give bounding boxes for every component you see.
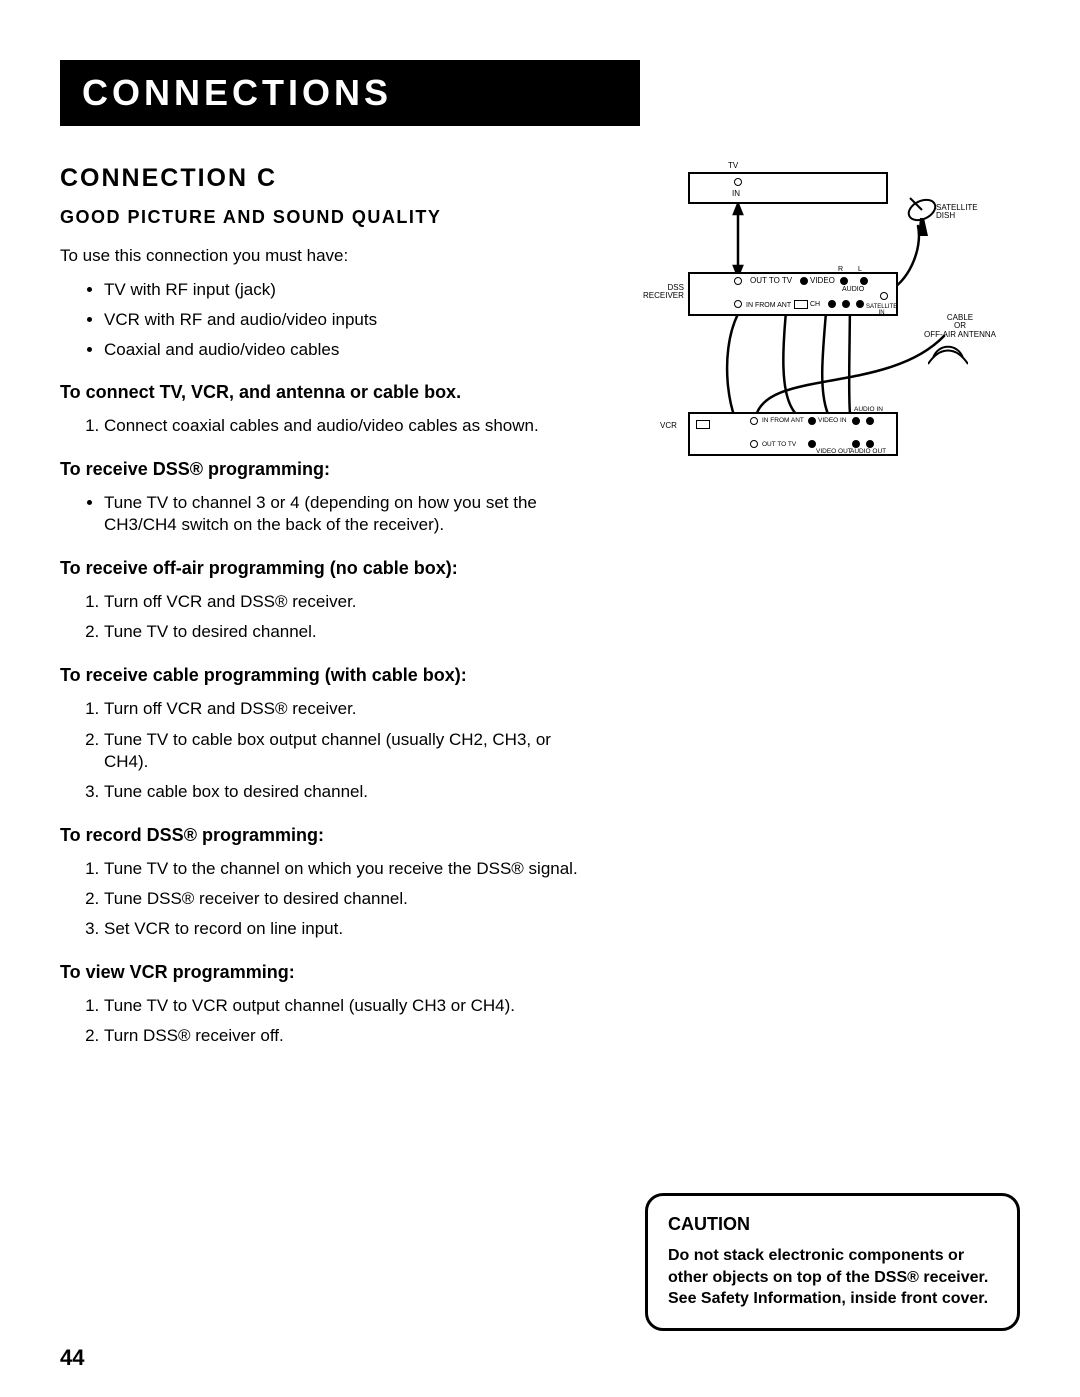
dss-port-r — [840, 277, 848, 285]
vcr-audio-out-label: AUDIO OUT — [850, 449, 886, 456]
list-item: Tune TV to desired channel. — [104, 621, 600, 643]
vcr-port-audio-in-r — [852, 417, 860, 425]
vcr-port-audio-out-l — [866, 440, 874, 448]
dss-port-in — [734, 300, 742, 308]
dss-satin-label: SATELLITE IN — [866, 304, 897, 317]
vcr-port-in-from-ant — [750, 417, 758, 425]
list-item: Tune cable box to desired channel. — [104, 781, 600, 803]
dss-video-label: VIDEO — [810, 277, 835, 285]
vcr-box: IN FROM ANT VIDEO IN AUDIO IN OUT TO TV … — [688, 412, 898, 456]
vcr-video-in-label: VIDEO IN — [818, 418, 847, 425]
tv-port-in — [734, 178, 742, 186]
vcr-ch-switch — [696, 420, 710, 429]
dss-port-aud3 — [856, 300, 864, 308]
dss-audio-label: AUDIO — [842, 286, 864, 293]
list-item: Tune TV to cable box output channel (usu… — [104, 729, 600, 773]
step-heading: To connect TV, VCR, and antenna or cable… — [60, 382, 600, 403]
steps-list: Turn off VCR and DSS® receiver. Tune TV … — [104, 698, 600, 802]
steps-list: Tune TV to the channel on which you rece… — [104, 858, 600, 940]
section-title: CONNECTION C — [60, 164, 600, 193]
text-column: CONNECTION C GOOD PICTURE AND SOUND QUAL… — [60, 164, 600, 1055]
step-heading: To view VCR programming: — [60, 962, 600, 983]
list-item: Coaxial and audio/video cables — [104, 340, 600, 360]
dss-out-label: OUT TO TV — [750, 277, 792, 285]
dss-port-video — [800, 277, 808, 285]
vcr-in-label: IN FROM ANT — [762, 418, 804, 425]
dss-ch-switch — [794, 300, 808, 309]
steps-list: Tune TV to channel 3 or 4 (depending on … — [104, 492, 600, 536]
vcr-video-out-label: VIDEO OUT — [816, 449, 852, 456]
list-item: Tune TV to channel 3 or 4 (depending on … — [104, 492, 600, 536]
vcr-port-video-out — [808, 440, 816, 448]
tv-label: TV — [728, 162, 738, 170]
step-heading: To record DSS® programming: — [60, 825, 600, 846]
page-number: 44 — [60, 1345, 84, 1371]
step-heading: To receive off-air programming (no cable… — [60, 558, 600, 579]
steps-list: Tune TV to VCR output channel (usually C… — [104, 995, 600, 1047]
page-header-title: CONNECTIONS — [82, 72, 618, 114]
dss-ch-label: CH — [810, 301, 820, 308]
list-item: Tune DSS® receiver to desired channel. — [104, 888, 600, 910]
section-subtitle: GOOD PICTURE AND SOUND QUALITY — [60, 207, 600, 228]
list-item: TV with RF input (jack) — [104, 280, 600, 300]
vcr-port-video-in — [808, 417, 816, 425]
dss-label: DSS RECEIVER — [643, 284, 684, 301]
steps-list: Connect coaxial cables and audio/video c… — [104, 415, 600, 437]
vcr-audio-in-label: AUDIO IN — [854, 407, 883, 414]
dss-r-label: R — [838, 266, 843, 273]
caution-body: Do not stack electronic components or ot… — [668, 1245, 997, 1310]
list-item: Tune TV to VCR output channel (usually C… — [104, 995, 600, 1017]
list-item: VCR with RF and audio/video inputs — [104, 310, 600, 330]
list-item: Set VCR to record on line input. — [104, 918, 600, 940]
dss-port-out — [734, 277, 742, 285]
step-heading: To receive DSS® programming: — [60, 459, 600, 480]
list-item: Tune TV to the channel on which you rece… — [104, 858, 600, 880]
dss-port-aud2 — [842, 300, 850, 308]
tv-in-label: IN — [732, 190, 740, 198]
dss-box: OUT TO TV VIDEO R L AUDIO IN FROM ANT CH… — [688, 272, 898, 316]
list-item: Connect coaxial cables and audio/video c… — [104, 415, 600, 437]
tv-box: IN — [688, 172, 888, 204]
vcr-port-out-to-tv — [750, 440, 758, 448]
vcr-port-audio-in-l — [866, 417, 874, 425]
dss-port-vid2 — [828, 300, 836, 308]
dss-l-label: L — [858, 266, 862, 273]
steps-list: Turn off VCR and DSS® receiver. Tune TV … — [104, 591, 600, 643]
vcr-label: VCR — [660, 422, 677, 430]
step-heading: To receive cable programming (with cable… — [60, 665, 600, 686]
vcr-out-label: OUT TO TV — [762, 442, 796, 449]
list-item: Turn off VCR and DSS® receiver. — [104, 698, 600, 720]
dss-port-satin — [880, 292, 888, 300]
caution-title: CAUTION — [668, 1214, 997, 1235]
caution-box: CAUTION Do not stack electronic componen… — [645, 1193, 1020, 1331]
cable-label: CABLE OR OFF-AIR ANTENNA — [924, 314, 996, 339]
dss-port-l — [860, 277, 868, 285]
antenna-cable-icon — [928, 338, 968, 368]
intro-text: To use this connection you must have: — [60, 246, 600, 266]
dss-in-label: IN FROM ANT — [746, 302, 791, 309]
diagram-column: TV IN SATELLITE DISH DSS RECEIVER OUT TO… — [628, 164, 1020, 1055]
list-item: Turn off VCR and DSS® receiver. — [104, 591, 600, 613]
header-bar: CONNECTIONS — [60, 60, 640, 126]
list-item: Turn DSS® receiver off. — [104, 1025, 600, 1047]
satellite-label: SATELLITE DISH — [936, 204, 978, 221]
requirements-list: TV with RF input (jack) VCR with RF and … — [104, 280, 600, 360]
wiring-diagram: TV IN SATELLITE DISH DSS RECEIVER OUT TO… — [628, 164, 988, 504]
vcr-port-audio-out-r — [852, 440, 860, 448]
main-content-row: CONNECTION C GOOD PICTURE AND SOUND QUAL… — [60, 164, 1020, 1055]
